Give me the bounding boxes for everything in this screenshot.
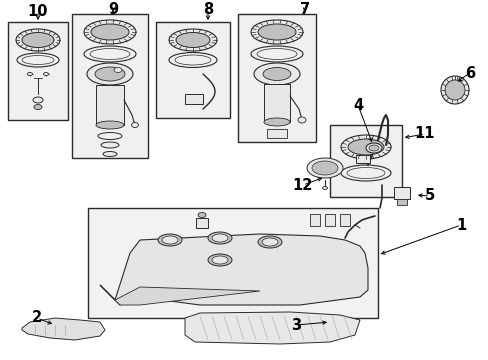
Text: 1: 1 [455,217,465,233]
Ellipse shape [264,118,289,126]
Ellipse shape [95,67,125,81]
Text: 10: 10 [28,4,48,18]
Text: 8: 8 [203,1,213,17]
Ellipse shape [101,142,119,148]
Ellipse shape [103,152,117,157]
Text: 5: 5 [424,189,434,203]
Bar [156,22,229,118]
Ellipse shape [297,117,305,123]
Text: 4: 4 [352,98,362,112]
Bar [309,214,319,226]
Ellipse shape [253,63,299,85]
Ellipse shape [158,234,182,246]
Text: 11: 11 [414,126,434,141]
Ellipse shape [169,29,217,51]
Ellipse shape [43,72,48,76]
Bar [393,187,409,199]
Ellipse shape [96,121,124,129]
Ellipse shape [347,139,383,155]
Polygon shape [115,287,260,305]
Ellipse shape [212,234,227,242]
Bar [8,22,68,120]
Bar [329,125,401,197]
Ellipse shape [311,161,337,175]
Bar [196,218,207,228]
Ellipse shape [444,80,464,100]
Ellipse shape [198,212,205,217]
Ellipse shape [262,238,278,246]
Ellipse shape [365,143,381,153]
Ellipse shape [176,32,209,48]
Ellipse shape [440,76,468,104]
Text: 2: 2 [32,310,42,325]
Ellipse shape [212,256,227,264]
Ellipse shape [250,20,303,44]
Polygon shape [22,318,105,340]
Bar [238,14,315,142]
Ellipse shape [131,122,138,127]
Ellipse shape [27,72,32,76]
Bar [396,199,406,205]
Polygon shape [184,312,359,344]
Bar [184,94,203,104]
Text: 6: 6 [464,66,474,81]
Ellipse shape [207,254,231,266]
Ellipse shape [340,135,390,159]
Text: 7: 7 [299,1,309,17]
Bar [96,85,124,125]
Text: 9: 9 [108,1,118,17]
Bar [355,155,369,163]
Bar [72,14,148,158]
Text: 12: 12 [292,177,312,193]
Ellipse shape [207,232,231,244]
Bar [325,214,334,226]
Ellipse shape [91,24,129,40]
Ellipse shape [84,20,136,44]
Ellipse shape [322,186,327,189]
Bar [339,214,349,226]
Ellipse shape [34,104,42,109]
Ellipse shape [258,24,295,40]
Ellipse shape [368,145,378,151]
Ellipse shape [258,236,282,248]
Ellipse shape [306,158,342,178]
Ellipse shape [162,236,178,244]
Polygon shape [100,234,367,305]
Bar [88,208,377,318]
Ellipse shape [263,68,290,81]
Bar [264,84,289,122]
Ellipse shape [16,29,60,51]
Ellipse shape [114,68,122,72]
Bar [266,129,286,138]
Text: 3: 3 [290,318,301,333]
Ellipse shape [22,32,54,48]
Ellipse shape [33,97,43,103]
Ellipse shape [87,63,133,85]
